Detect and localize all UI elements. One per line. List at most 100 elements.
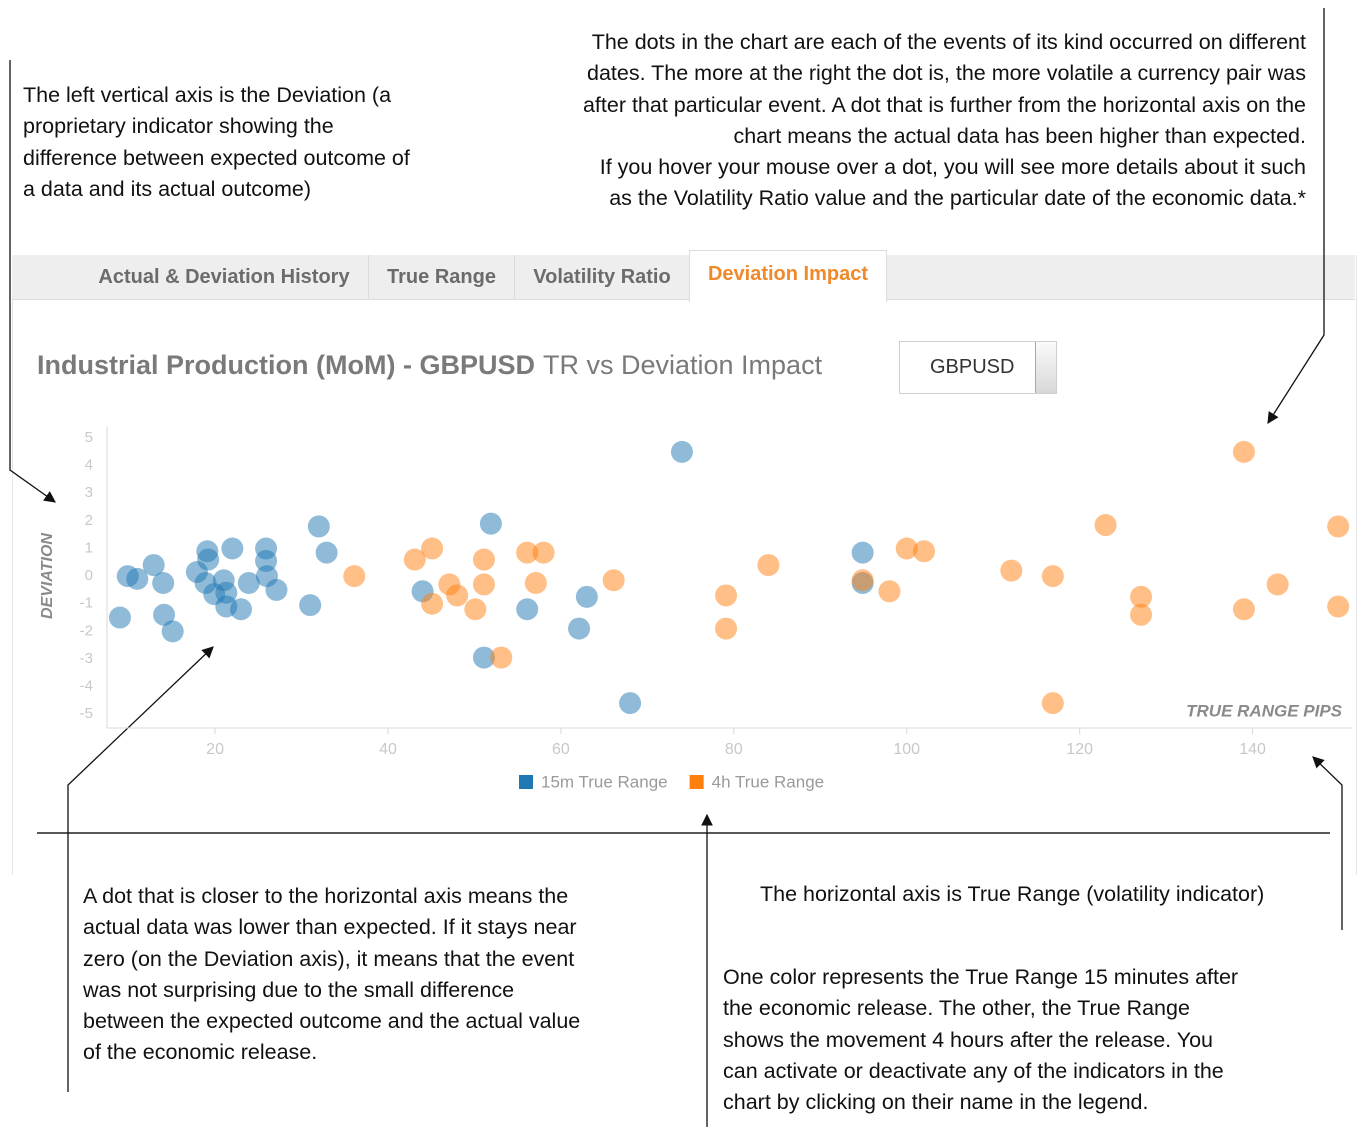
scatter-point[interactable] [472,646,495,669]
scatter-point[interactable] [472,548,495,571]
scatter-point[interactable] [421,537,444,560]
scatter-point[interactable] [479,512,502,535]
annotation-line: the economic release. The other, the Tru… [723,996,1190,1021]
scatter-point[interactable] [516,541,539,564]
annotation-line: between the expected outcome and the act… [83,1009,581,1034]
scatter-point[interactable] [1000,559,1023,582]
y-tick-label: -3 [80,650,93,667]
scatter-point[interactable] [1041,565,1064,588]
annotation-line: can activate or deactivate any of the in… [723,1058,1224,1083]
chart-title-rest: TR vs Deviation Impact [543,350,823,380]
scatter-point[interactable] [464,598,487,621]
scatter-point[interactable] [490,646,513,669]
annotation: The left vertical axis is the Deviation … [23,80,410,205]
scatter-point[interactable] [1327,515,1350,538]
scatter-point[interactable] [619,692,642,715]
scatter-point[interactable] [568,617,591,640]
x-tick-label: 40 [379,741,397,758]
annotation-line: was not surprising due to the small diff… [83,977,515,1002]
x-tick-label: 100 [893,741,920,758]
scatter-point[interactable] [299,594,322,617]
scatter-point[interactable] [757,554,780,577]
y-tick-label: 3 [85,484,93,501]
scatter-point[interactable] [230,598,253,621]
scatter-point[interactable] [1232,598,1255,621]
scatter-point[interactable] [851,569,874,592]
currency-dropdown[interactable]: GBPUSD [899,341,1057,394]
x-tick-label: 140 [1239,741,1266,758]
legend-label: 15m True Range [541,772,668,791]
annotation: The horizontal axis is True Range (volat… [760,879,1264,910]
annotation-line: chart by clicking on their name in the l… [723,1090,1149,1115]
legend-label: 4h True Range [712,772,824,791]
scatter-point[interactable] [575,585,598,608]
y-axis-label: DEVIATION [39,533,56,619]
scatter-point[interactable] [602,569,625,592]
scatter-point[interactable] [197,548,220,571]
scatter-point[interactable] [1094,514,1117,537]
legend-swatch [519,775,533,789]
annotation-line: zero (on the Deviation axis), it means t… [83,946,575,971]
chart-title: Industrial Production (MoM) - GBPUSD TR v… [37,350,823,380]
annotation-line: The left vertical axis is the Deviation … [23,83,392,107]
dropdown-button[interactable] [1035,342,1056,393]
scatter-point[interactable] [315,541,338,564]
tab[interactable]: True Range [369,255,515,299]
chart-title-bold: Industrial Production (MoM) - GBPUSD [37,350,535,380]
tab-bar [12,255,1355,300]
y-tick-label: -2 [80,622,93,639]
scatter-point[interactable] [343,565,366,588]
scatter-point[interactable] [895,537,918,560]
annotation-line: proprietary indicator showing the [23,114,334,139]
scatter-point[interactable] [221,537,244,560]
scatter-point[interactable] [108,606,131,629]
scatter-point[interactable] [153,603,176,626]
annotation-line: as the Volatility Ratio value and the pa… [609,186,1306,211]
scatter-point[interactable] [670,440,693,463]
x-tick-label: 20 [206,741,224,758]
legend-item[interactable]: 15m True Range [519,772,668,791]
scatter-point[interactable] [152,572,175,595]
scatter-point[interactable] [1041,692,1064,715]
scatter-point[interactable] [715,617,738,640]
tab[interactable]: Actual & Deviation History [80,255,369,299]
legend-item[interactable]: 4h True Range [689,772,824,791]
series [108,440,874,715]
scatter-point[interactable] [1130,585,1153,608]
scatter-point[interactable] [1327,595,1350,618]
scatter-point[interactable] [516,598,539,621]
scatter-point[interactable] [1266,573,1289,596]
scatter-point[interactable] [307,515,330,538]
legend-swatch [689,775,704,789]
scatter-point[interactable] [421,592,444,615]
y-tick-label: 0 [85,567,93,584]
x-axis-label: TRUE RANGE PIPS [1186,701,1343,720]
scatter-point[interactable] [1232,440,1255,463]
scatter-point[interactable] [913,540,936,563]
annotation-line: dates. The more at the right the dot is,… [586,61,1306,86]
y-tick-label: -5 [80,705,93,722]
scatter-point[interactable] [161,620,184,643]
scatter-point[interactable] [126,567,149,590]
scatter-point[interactable] [265,578,288,601]
scatter-point[interactable] [851,541,874,564]
scatter-point[interactable] [446,584,469,607]
scatter-point[interactable] [715,584,738,607]
scatter-point[interactable] [142,554,165,577]
annotation-line: One color represents the True Range 15 m… [723,965,1239,989]
scatter-point[interactable] [532,541,555,564]
scatter-point[interactable] [237,572,260,595]
scatter-point[interactable] [472,573,495,596]
y-tick-label: 1 [85,539,93,556]
annotation-line: difference between expected outcome of [23,145,410,170]
scatter-point[interactable] [403,548,426,571]
scatter-point[interactable] [1130,603,1153,626]
tab-active[interactable]: Deviation Impact [689,250,887,302]
scatter-point[interactable] [878,580,901,603]
annotation-line: a data and its actual outcome) [23,176,312,201]
annotation: A dot that is closer to the horizontal a… [83,881,580,1069]
scatter-point[interactable] [524,572,547,595]
x-tick-label: 80 [725,741,743,758]
